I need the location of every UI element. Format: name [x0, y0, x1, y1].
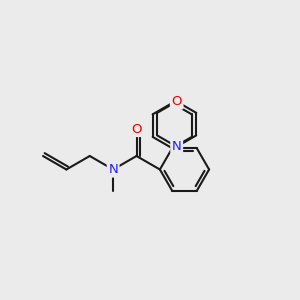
Text: O: O: [131, 122, 142, 136]
Text: O: O: [172, 95, 182, 108]
Text: N: N: [172, 140, 182, 153]
Text: N: N: [108, 163, 118, 176]
